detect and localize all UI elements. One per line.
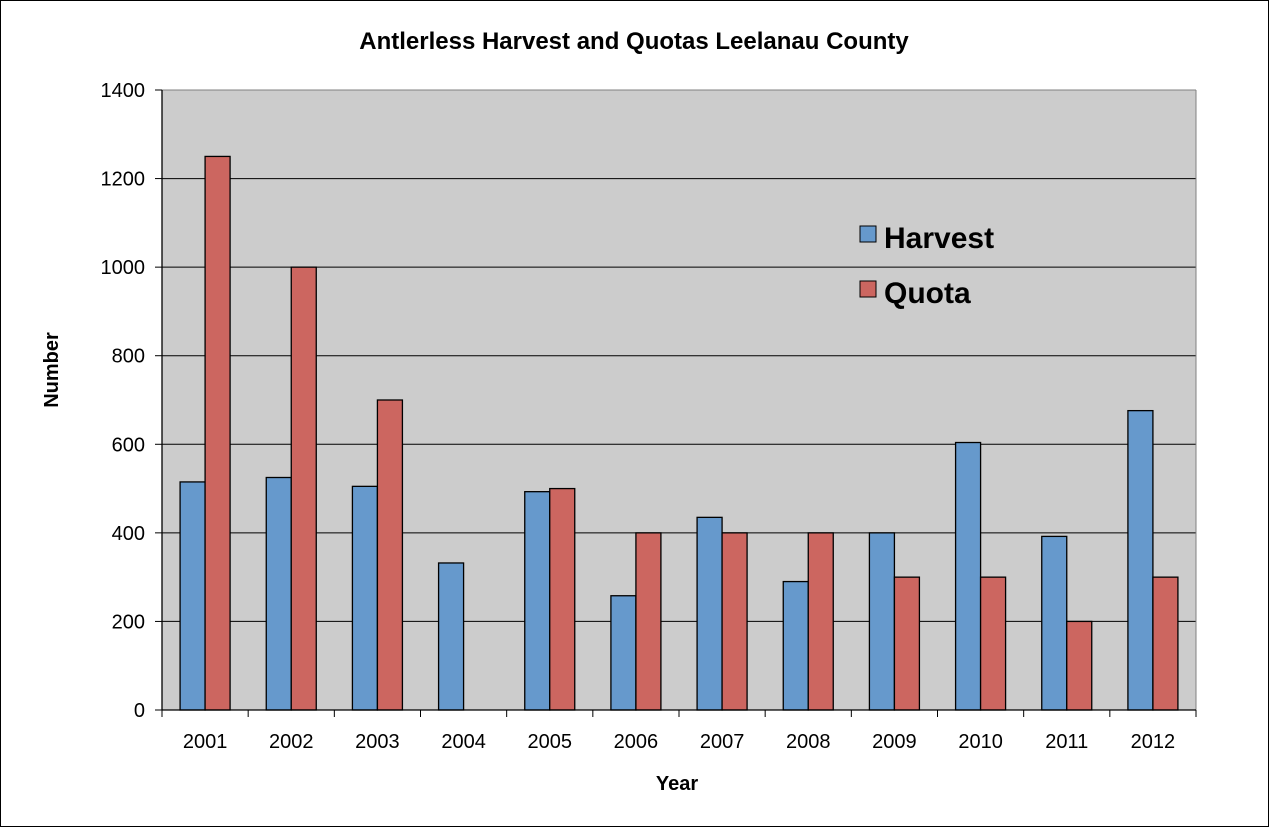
bar-quota-2011 <box>1066 620 1093 711</box>
bar-quota-2002 <box>290 266 317 711</box>
x-tick-label: 2012 <box>1131 731 1176 753</box>
y-tick-label: 1000 <box>101 257 146 279</box>
bar-harvest-2010 <box>954 441 982 711</box>
bar-quota-2005 <box>549 487 576 711</box>
legend-label-quota: Quota <box>884 277 971 310</box>
y-tick-label: 1400 <box>101 80 146 102</box>
plot-background <box>162 90 1196 710</box>
x-tick-label: 2006 <box>614 731 659 753</box>
y-tick-label: 800 <box>112 346 145 368</box>
x-tick-label: 2005 <box>528 731 573 753</box>
bar-quota-2010 <box>979 576 1007 711</box>
bar-harvest-2003 <box>351 485 379 711</box>
bar-quota-2009 <box>893 576 921 711</box>
y-tick-label: 1200 <box>101 169 146 191</box>
y-tick-label: 0 <box>134 700 145 722</box>
bar-harvest-2011 <box>1041 535 1068 711</box>
x-tick-label: 2003 <box>355 731 400 753</box>
y-axis-title: Number <box>41 332 63 408</box>
y-tick-label: 200 <box>112 611 145 633</box>
y-tick-label: 400 <box>112 523 145 545</box>
bar-harvest-2006 <box>610 595 637 711</box>
legend-swatch-harvest <box>859 225 877 243</box>
x-tick-label: 2001 <box>183 731 228 753</box>
bar-harvest-2002 <box>265 476 292 711</box>
y-tick-label: 600 <box>112 434 145 456</box>
bar-harvest-2008 <box>782 580 809 711</box>
chart-title: Antlerless Harvest and Quotas Leelanau C… <box>359 28 909 55</box>
bar-harvest-2009 <box>868 532 896 711</box>
legend-label-harvest: Harvest <box>884 222 994 255</box>
bar-quota-2008 <box>807 532 834 711</box>
bar-harvest-2005 <box>524 491 551 711</box>
legend: Harvest Quota <box>859 222 994 310</box>
x-tick-label: 2010 <box>958 731 1003 753</box>
x-tick-label: 2008 <box>786 731 831 753</box>
bar-quota-2007 <box>721 532 748 711</box>
bar-quota-2001 <box>204 155 231 711</box>
bar-harvest-2004 <box>437 562 465 711</box>
x-tick-label: 2004 <box>441 731 486 753</box>
x-tick-label: 2007 <box>700 731 745 753</box>
x-tick-label: 2011 <box>1045 731 1088 753</box>
bar-quota-2006 <box>635 532 662 711</box>
plot-area: 0 200 400 600 800 1000 1200 1400 2001 2002 2003 200… <box>101 80 1197 753</box>
bar-quota-2012 <box>1152 576 1179 711</box>
bar-harvest-2012 <box>1127 409 1154 711</box>
bar-quota-2003 <box>376 399 404 711</box>
x-tick-label: 2002 <box>269 731 314 753</box>
bar-harvest-2007 <box>696 516 723 711</box>
bar-harvest-2001 <box>179 481 206 711</box>
x-axis-title: Year <box>656 773 698 795</box>
legend-swatch-quota <box>859 280 877 298</box>
x-tick-label: 2009 <box>872 731 917 753</box>
